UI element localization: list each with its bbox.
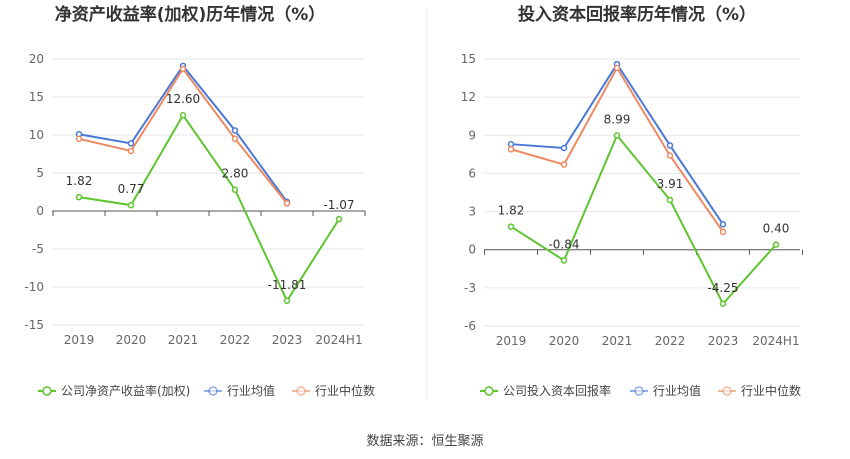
chart-1: 净资产收益率(加权)历年情况（%） -15 -10 -5 0 5 10 15 20 2019 202… (24, 4, 375, 398)
x-tick-label: 2023 (708, 334, 739, 348)
series-line-avg (78, 64, 288, 203)
data-label: 0.40 (763, 222, 790, 236)
x-tick-label: 2024H1 (315, 333, 362, 347)
legend-item-median: 行业中位数 (718, 383, 801, 398)
series-line-median (510, 65, 724, 233)
y-tick-label: 9 (468, 128, 476, 142)
data-point-median (127, 147, 135, 155)
x-tick-label: 2023 (272, 333, 303, 347)
data-point-avg (507, 140, 515, 148)
legend-swatch-marker (296, 386, 306, 396)
y-tick-label: 5 (36, 166, 44, 180)
y-tick-label: 0 (468, 243, 476, 257)
legend-swatch-marker (208, 386, 218, 396)
legend-swatch-marker (722, 386, 732, 396)
y-tick-label: -5 (32, 242, 44, 256)
y-tick-label: 6 (468, 166, 476, 180)
legend-label: 公司投入资本回报率 (503, 383, 611, 398)
data-point-median (560, 161, 568, 168)
y-tick-label: -3 (464, 281, 476, 295)
data-point-company (507, 223, 515, 230)
y-tick-label: 12 (461, 90, 476, 104)
y-tick-label: -10 (24, 280, 44, 294)
data-source-note: 数据来源：恒生聚源 (366, 434, 484, 449)
x-tick-label: 2022 (220, 333, 251, 347)
data-point-avg (231, 127, 239, 134)
chart-2: 投入资本回报率历年情况（%） -6 -3 0 3 6 9 12 15 2019 2020 2021 20… (461, 4, 803, 398)
y-tick-label: -15 (24, 318, 44, 332)
legend-item-median: 行业中位数 (292, 383, 375, 398)
series-line-median (78, 67, 288, 205)
data-label: -11.81 (268, 278, 307, 292)
data-point-company (719, 300, 727, 307)
data-point-median (231, 135, 239, 143)
legend-swatch-marker (42, 386, 52, 396)
data-label: 8.99 (604, 112, 631, 126)
data-point-company (335, 215, 343, 223)
series-line-company (510, 133, 777, 306)
data-point-median (179, 65, 187, 73)
legend-label: 行业中位数 (315, 383, 375, 398)
x-tick-label: 2019 (64, 333, 95, 347)
data-label: 2.80 (222, 167, 249, 181)
data-label: -0.84 (548, 237, 579, 251)
data-point-company (560, 257, 568, 264)
x-tick-label: 2021 (602, 334, 633, 348)
data-point-avg (719, 221, 727, 228)
legend-item-avg: 行业均值 (204, 383, 275, 398)
series-line-company (78, 113, 340, 303)
data-point-company (179, 111, 187, 119)
y-tick-label: -6 (464, 319, 476, 333)
y-tick-label: 10 (29, 128, 44, 142)
x-tick-label: 2022 (655, 334, 686, 348)
legend-item-company: 公司投入资本回报率 (480, 383, 611, 398)
data-point-company (75, 193, 83, 201)
data-label: 12.60 (166, 92, 200, 106)
legend-swatch-marker (484, 386, 494, 396)
data-point-avg (666, 142, 674, 149)
chart-title: 投入资本回报率历年情况（%） (518, 4, 756, 25)
y-tick-label: 15 (29, 90, 44, 104)
legend-item-company: 公司净资产收益率(加权) (38, 383, 190, 398)
legend-item-avg: 行业均值 (630, 383, 701, 398)
data-point-company (231, 186, 239, 193)
y-tick-label: 0 (36, 204, 44, 218)
data-label: 1.82 (498, 204, 525, 218)
data-point-median (283, 200, 291, 207)
y-tick-label: 15 (461, 52, 476, 66)
data-point-median (666, 152, 674, 159)
legend-label: 行业中位数 (741, 383, 801, 398)
x-tick-label: 2021 (168, 333, 199, 347)
data-point-median (75, 135, 83, 143)
data-point-avg (127, 140, 135, 147)
chart-title: 净资产收益率(加权)历年情况（%） (55, 4, 326, 25)
data-point-median (613, 64, 621, 72)
data-point-company (613, 132, 621, 139)
data-point-company (666, 196, 674, 204)
legend-label: 行业均值 (227, 383, 275, 398)
legend-swatch-marker (634, 386, 644, 396)
data-point-median (719, 228, 727, 236)
y-tick-label: 20 (29, 52, 44, 66)
data-point-avg (560, 144, 568, 152)
legend-label: 公司净资产收益率(加权) (61, 383, 190, 398)
y-tick-label: 3 (468, 205, 476, 219)
data-point-median (507, 146, 515, 153)
data-point-company (283, 297, 291, 305)
x-tick-label: 2020 (116, 333, 147, 347)
data-point-company (127, 201, 135, 209)
legend-label: 行业均值 (653, 383, 701, 398)
x-tick-label: 2019 (496, 334, 527, 348)
data-point-company (772, 241, 780, 248)
x-tick-label: 2020 (549, 334, 580, 348)
data-label: -1.07 (323, 198, 354, 212)
data-label: 1.82 (66, 174, 93, 188)
series-line-avg (510, 62, 724, 225)
data-label: 0.77 (118, 182, 145, 196)
x-tick-label: 2024H1 (752, 334, 799, 348)
data-label: 3.91 (657, 177, 684, 191)
data-label: -4.25 (707, 281, 738, 295)
